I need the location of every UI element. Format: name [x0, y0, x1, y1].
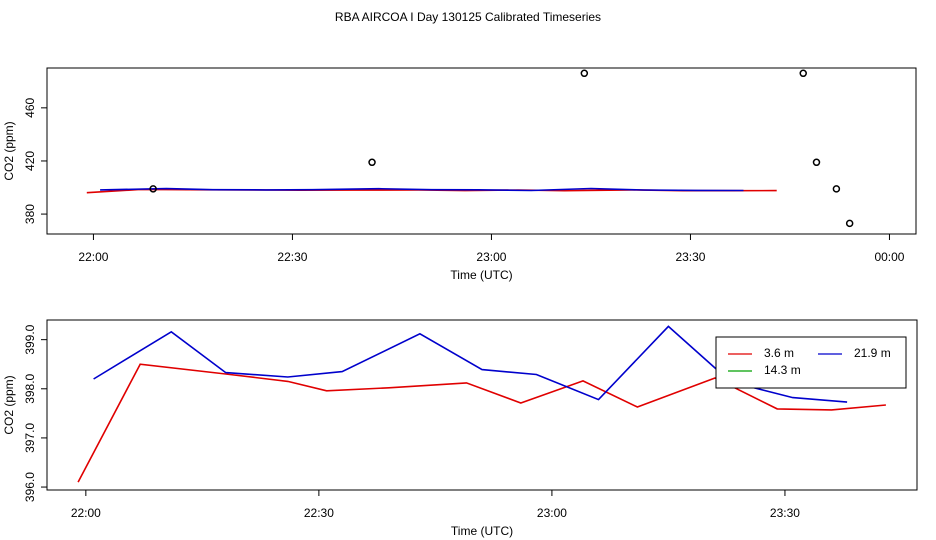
series-line — [100, 187, 744, 192]
x-tick-label: 00:00 — [874, 250, 904, 264]
plot-frame — [46, 67, 917, 235]
x-axis-label: Time (UTC) — [450, 268, 512, 282]
x-tick-label: 23:00 — [537, 506, 567, 520]
point — [845, 219, 854, 228]
plot-frame — [46, 319, 918, 491]
point — [812, 158, 821, 167]
x-tick-label: 23:30 — [770, 506, 800, 520]
point — [799, 69, 807, 78]
y-axis-label: CO2 (ppm) — [2, 375, 16, 434]
x-tick-label: 22:00 — [78, 250, 108, 264]
series-line — [77, 363, 886, 483]
y-axis-label: CO2 (ppm) — [2, 121, 16, 180]
y-tick-label: 397.0 — [23, 423, 37, 453]
x-tick-label: 22:30 — [277, 250, 307, 264]
x-tick-label: 22:30 — [304, 506, 334, 520]
y-tick-label: 398.0 — [23, 373, 37, 403]
x-axis-label: Time (UTC) — [451, 524, 513, 538]
y-tick-label: 380 — [23, 204, 37, 224]
point — [832, 185, 841, 193]
legend-label: 21.9 m — [854, 346, 891, 360]
x-tick-label: 23:00 — [476, 250, 506, 264]
point — [580, 69, 589, 78]
y-tick-label: 396.0 — [23, 472, 37, 502]
y-tick-label: 460 — [23, 98, 37, 118]
legend-label: 3.6 m — [764, 346, 794, 360]
point — [149, 185, 157, 193]
point — [368, 158, 376, 167]
y-tick-label: 420 — [23, 151, 37, 171]
x-tick-label: 23:30 — [675, 250, 705, 264]
x-tick-label: 22:00 — [71, 506, 101, 520]
legend-box — [715, 336, 907, 389]
legend-label: 14.3 m — [764, 363, 801, 377]
y-tick-label: 399.0 — [23, 324, 37, 354]
chart-title: RBA AIRCOA I Day 130125 Calibrated Times… — [335, 10, 601, 24]
